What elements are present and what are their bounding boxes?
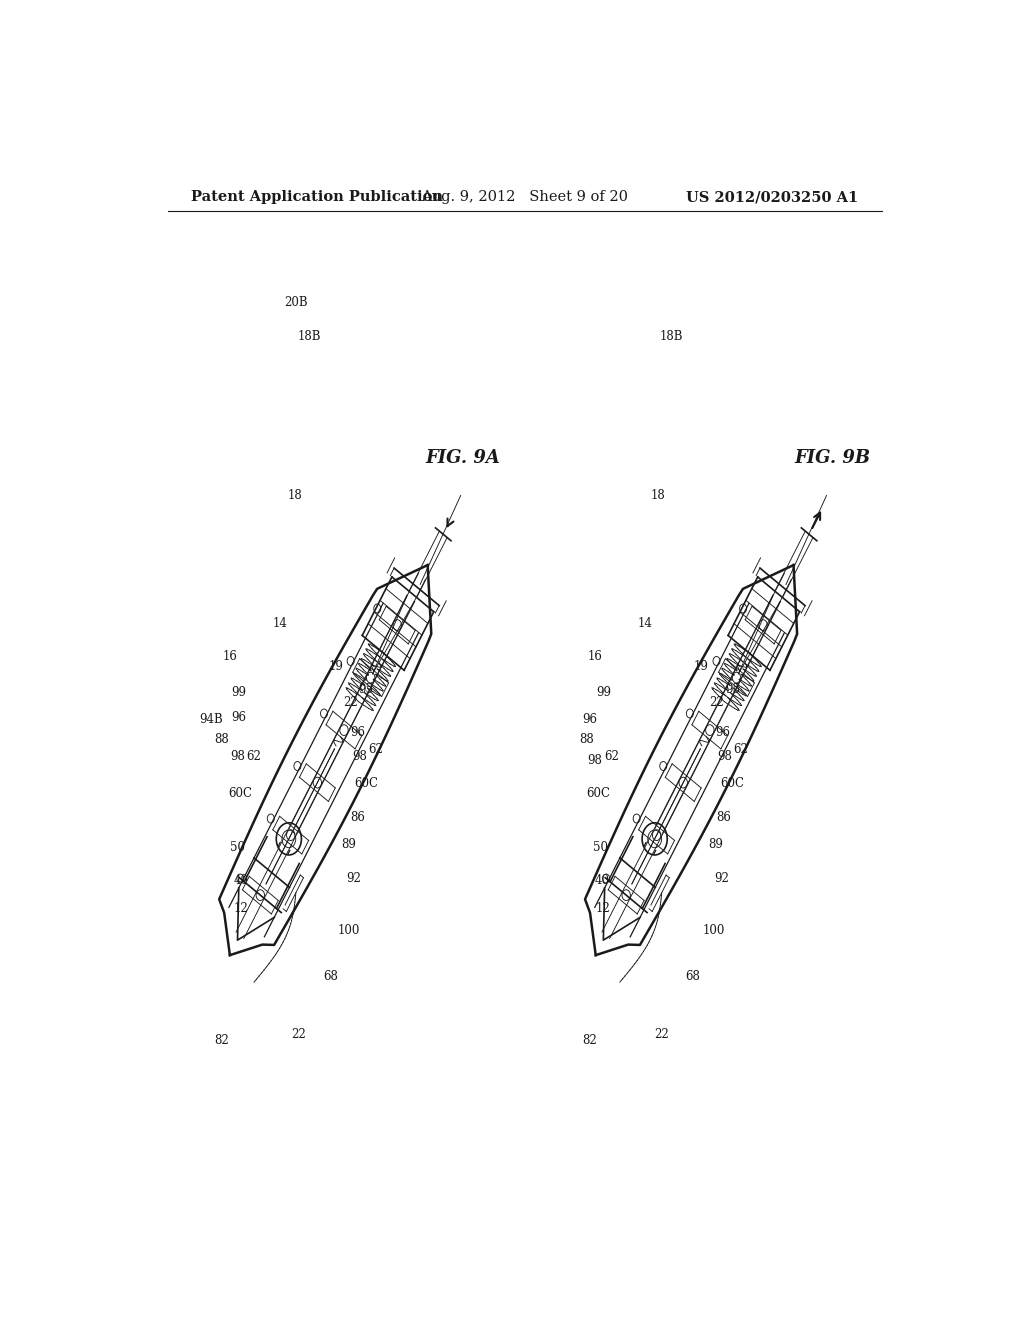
Text: Aug. 9, 2012   Sheet 9 of 20: Aug. 9, 2012 Sheet 9 of 20 [421,190,629,205]
Text: 89: 89 [708,838,723,851]
Text: 68: 68 [323,970,338,983]
Text: 40: 40 [233,874,248,887]
Text: 60C: 60C [586,787,610,800]
Text: 22: 22 [291,1028,306,1041]
Text: 50: 50 [593,841,607,854]
Text: 14: 14 [638,618,653,631]
Text: 96: 96 [583,713,597,726]
Text: FIG. 9B: FIG. 9B [795,449,870,467]
Text: FIG. 9A: FIG. 9A [426,449,501,467]
Text: 98: 98 [230,750,245,763]
Text: 18: 18 [288,490,302,503]
Text: US 2012/0203250 A1: US 2012/0203250 A1 [686,190,858,205]
Text: 82: 82 [583,1034,597,1047]
Text: 20B: 20B [285,296,308,309]
Text: 95: 95 [358,684,374,697]
Text: 89: 89 [341,838,356,851]
Text: 62: 62 [604,750,620,763]
Text: 14: 14 [273,618,288,631]
Text: 18: 18 [650,490,666,503]
Text: 94B: 94B [200,713,223,726]
Text: 99: 99 [597,685,611,698]
Text: 22: 22 [654,1028,669,1041]
Text: 86: 86 [350,810,366,824]
Text: 60C: 60C [354,777,378,789]
Text: 62: 62 [733,743,749,756]
Text: 22: 22 [343,696,357,709]
Text: 100: 100 [338,924,359,937]
Text: 92: 92 [714,871,729,884]
Text: 12: 12 [233,902,248,915]
Text: 98: 98 [352,750,368,763]
Text: 95: 95 [725,684,740,697]
Text: 99: 99 [231,685,247,698]
Text: 22: 22 [710,696,724,709]
Text: 12: 12 [595,902,610,915]
Text: 96: 96 [350,726,366,739]
Text: 92: 92 [347,871,361,884]
Text: 40: 40 [595,874,610,887]
Text: 16: 16 [222,649,237,663]
Text: 98: 98 [587,754,602,767]
Text: 96: 96 [231,711,247,723]
Text: 19: 19 [329,660,343,673]
Text: 18B: 18B [297,330,321,343]
Text: 62: 62 [369,743,383,756]
Text: 60C: 60C [228,787,253,800]
Text: Patent Application Publication: Patent Application Publication [191,190,443,205]
Text: 62: 62 [246,750,261,763]
Text: 19: 19 [693,660,709,673]
Text: 88: 88 [214,734,229,746]
Text: 60C: 60C [721,777,744,789]
Text: 68: 68 [686,970,700,983]
Text: 86: 86 [716,810,731,824]
Text: 50: 50 [230,841,245,854]
Text: 16: 16 [587,649,602,663]
Text: 18B: 18B [659,330,683,343]
Text: 82: 82 [214,1034,229,1047]
Text: 96: 96 [716,726,731,739]
Text: 98: 98 [718,750,732,763]
Text: 100: 100 [702,924,725,937]
Text: 88: 88 [580,734,594,746]
